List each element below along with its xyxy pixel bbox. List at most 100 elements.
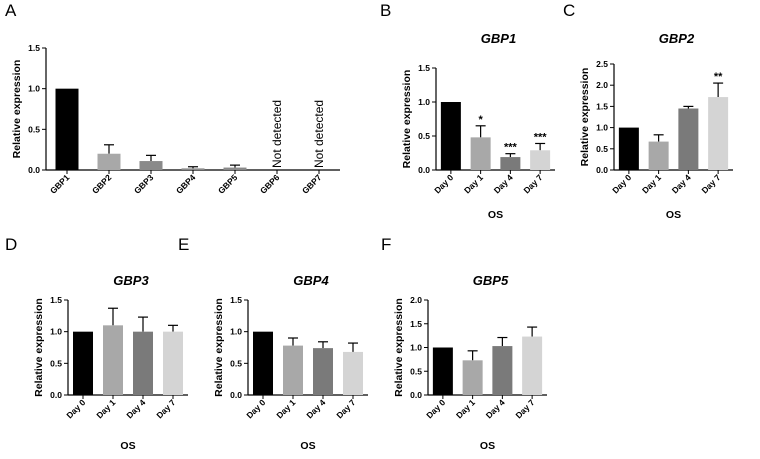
y-tick-label: 0.0	[418, 165, 430, 175]
panel-letter: C	[563, 1, 575, 20]
x-tick-label: Day 7	[513, 397, 536, 420]
x-tick-label: Day 7	[154, 397, 177, 420]
x-tick-label: Day 1	[274, 397, 297, 420]
x-tick-label: Day 7	[699, 172, 722, 195]
bar-day-4	[133, 331, 153, 395]
y-axis-label: Relative expression	[213, 298, 225, 397]
bar-gbp3	[139, 161, 163, 170]
x-tick-label: Day 1	[454, 397, 477, 420]
not-detected-label: Not detected	[312, 100, 326, 168]
y-tick-label: 2.0	[410, 295, 422, 305]
bar-day-7	[530, 150, 551, 170]
x-axis-label: OS	[300, 440, 315, 452]
significance-marker: **	[714, 71, 723, 83]
x-tick-label: Day 4	[484, 397, 507, 420]
y-tick-label: 0.0	[28, 165, 40, 175]
y-tick-label: 1.5	[50, 295, 62, 305]
not-detected-label: Not detected	[270, 100, 284, 168]
y-tick-label: 1.5	[596, 101, 608, 111]
bar-gbp5	[223, 167, 247, 170]
bar-day-7	[708, 97, 729, 170]
x-axis-label: OS	[480, 440, 495, 452]
y-tick-label: 2.0	[596, 80, 608, 90]
x-tick-label: GBP3	[132, 172, 156, 196]
bar-day-1	[283, 345, 303, 395]
x-axis-label: OS	[488, 209, 503, 221]
chart-title: GBP2	[659, 31, 695, 46]
x-tick-label: Day 0	[244, 397, 267, 420]
x-tick-label: Day 0	[432, 172, 455, 195]
panel-d: D GBP3 0.0 0.5 1.0 1.5 Relative expression Day …	[5, 235, 188, 452]
y-tick-label: 1.5	[230, 295, 242, 305]
x-tick-label: GBP2	[90, 172, 114, 196]
y-axis-label: Relative expression	[401, 70, 413, 169]
x-tick-label: GBP5	[216, 172, 240, 196]
panel-c: C GBP2 0.0 0.5 1.0 1.5 2.0 2.5 Relative expressi…	[563, 1, 733, 221]
y-axis-label: Relative expression	[393, 298, 405, 397]
y-tick-label: 1.0	[410, 343, 422, 353]
x-tick-label: Day 1	[462, 172, 485, 195]
x-tick-label: GBP1	[48, 172, 72, 196]
bar-day-7	[163, 331, 183, 395]
y-tick-label: 1.0	[50, 327, 62, 337]
y-tick-label: 0.5	[50, 358, 62, 368]
y-tick-label: 1.0	[418, 97, 430, 107]
x-tick-label: GBP6	[258, 172, 282, 196]
y-axis-label: Relative expression	[33, 298, 45, 397]
y-axis-label: Relative expression	[579, 68, 591, 167]
bar-gbp4	[181, 168, 205, 170]
bar-day-1	[648, 141, 669, 170]
y-tick-label: 1.5	[410, 319, 422, 329]
bar-day-0	[618, 127, 639, 170]
y-tick-label: 1.0	[28, 84, 40, 94]
x-tick-label: Day 0	[64, 397, 87, 420]
bar-day-0	[73, 331, 93, 395]
chart-title: GBP1	[481, 31, 516, 46]
bar-gbp2	[97, 153, 121, 170]
y-tick-label: 0.5	[230, 358, 242, 368]
x-tick-label: Day 1	[640, 172, 663, 195]
bar-day-4	[678, 108, 699, 170]
x-tick-label: Day 0	[424, 397, 447, 420]
bar-day-1	[103, 325, 123, 395]
bar-day-7	[522, 336, 543, 395]
y-tick-label: 0.5	[28, 124, 40, 134]
x-tick-label: Day 7	[334, 397, 357, 420]
x-tick-label: Day 4	[670, 172, 693, 195]
significance-marker: *	[478, 114, 483, 126]
bar-day-7	[343, 351, 363, 395]
significance-marker: ***	[534, 131, 548, 143]
chart-title: GBP4	[293, 273, 329, 288]
x-tick-label: GBP7	[300, 172, 324, 196]
x-tick-label: Day 4	[492, 172, 515, 195]
bar-day-1	[470, 137, 491, 170]
y-tick-label: 0.0	[410, 390, 422, 400]
y-tick-label: 0.5	[410, 366, 422, 376]
x-tick-label: Day 4	[304, 397, 327, 420]
x-tick-label: Day 0	[610, 172, 633, 195]
bar-day-4	[500, 157, 521, 170]
panel-letter: D	[5, 235, 17, 254]
x-axis-label: OS	[120, 440, 135, 452]
panel-letter: A	[5, 1, 17, 20]
x-tick-label: Day 1	[94, 397, 117, 420]
y-axis-label: Relative expression	[11, 60, 23, 159]
y-tick-label: 2.5	[596, 59, 608, 69]
bar-day-0	[432, 347, 453, 395]
panel-letter: B	[380, 1, 391, 20]
significance-marker: ***	[504, 142, 518, 154]
bar-day-0	[253, 331, 273, 395]
panel-a: A 0.0 0.5 1.0 1.5 Relative expression GBP1 GBP2…	[5, 1, 340, 196]
panel-letter: F	[381, 235, 391, 254]
bar-day-1	[462, 360, 483, 395]
y-tick-label: 0.0	[230, 390, 242, 400]
x-tick-label: Day 7	[521, 172, 544, 195]
panel-e: E GBP4 0.0 0.5 1.0 1.5 Relative expression Day …	[178, 235, 368, 452]
x-tick-label: Day 4	[124, 397, 147, 420]
panel-f: F GBP5 0.0 0.5 1.0 1.5 2.0 Relative expression D…	[381, 235, 547, 452]
y-tick-label: 0.5	[418, 131, 430, 141]
panel-letter: E	[178, 235, 189, 254]
y-tick-label: 1.0	[596, 123, 608, 133]
y-tick-label: 0.5	[596, 144, 608, 154]
